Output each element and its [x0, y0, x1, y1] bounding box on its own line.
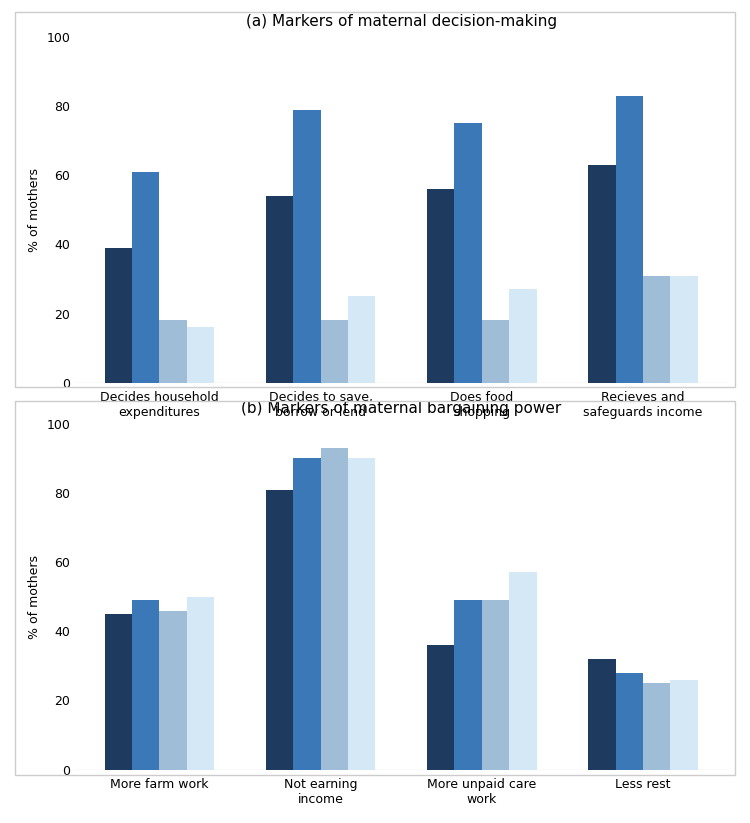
Bar [160, 611, 187, 770]
Bar [266, 490, 293, 770]
Bar [616, 672, 643, 770]
Bar [670, 276, 698, 383]
Bar [105, 614, 132, 770]
Bar [509, 290, 537, 383]
Legend: H, no PIL, Neither H nor PIL, Both H+PIL, PIL, no H: H, no PIL, Neither H nor PIL, Both H+PIL… [191, 485, 611, 508]
Title: (a) Markers of maternal decision-making: (a) Markers of maternal decision-making [246, 14, 556, 29]
Bar [321, 448, 348, 770]
Bar [348, 458, 376, 770]
Bar [132, 600, 160, 770]
Bar [482, 600, 509, 770]
Bar [187, 597, 214, 770]
Bar [643, 276, 670, 383]
Bar [293, 458, 321, 770]
Bar [266, 196, 293, 383]
Bar [160, 320, 187, 383]
Bar [187, 328, 214, 383]
Bar [321, 320, 348, 383]
Bar [670, 680, 698, 770]
Bar [643, 683, 670, 770]
Y-axis label: % of mothers: % of mothers [28, 168, 40, 252]
Bar [132, 172, 160, 383]
Bar [105, 248, 132, 383]
Bar [348, 296, 376, 383]
Bar [293, 109, 321, 383]
Bar [509, 573, 537, 770]
Bar [454, 123, 482, 383]
Y-axis label: % of mothers: % of mothers [28, 555, 40, 639]
Title: (b) Markers of maternal bargaining power: (b) Markers of maternal bargaining power [242, 401, 561, 416]
Bar [616, 95, 643, 383]
Bar [588, 165, 616, 383]
Bar [427, 645, 454, 770]
Bar [454, 600, 482, 770]
Bar [588, 659, 616, 770]
Bar [427, 189, 454, 383]
Bar [482, 320, 509, 383]
